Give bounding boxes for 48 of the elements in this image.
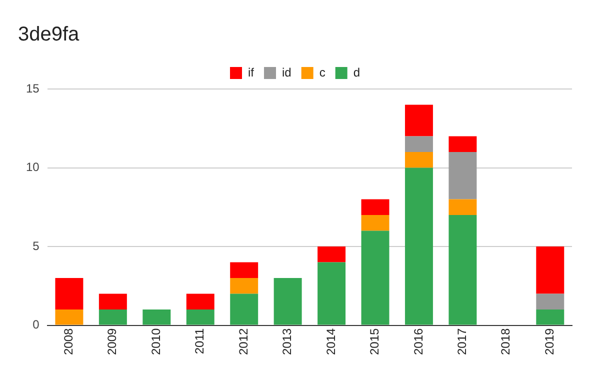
bar [142, 310, 171, 325]
x-tick-label: 2016 [411, 328, 426, 356]
y-tick-label: 10 [26, 160, 40, 174]
x-tick-label: 2008 [62, 328, 76, 356]
x-tick-label: 2019 [542, 328, 556, 356]
x-tick-label: 2017 [455, 328, 470, 356]
bar [404, 152, 433, 168]
legend-label: if [248, 65, 255, 80]
y-tick-label: 0 [32, 318, 40, 332]
bar [361, 215, 390, 231]
bar [318, 246, 346, 262]
x-tick-label: 2015 [368, 328, 382, 356]
legend-label: d [353, 65, 360, 80]
legend-label: id [282, 65, 292, 80]
bar [448, 152, 477, 200]
bar [55, 278, 84, 310]
bar [98, 294, 127, 310]
bar [448, 215, 477, 325]
bar [274, 278, 302, 325]
bar [536, 310, 564, 325]
x-tick-label: 2013 [280, 328, 294, 356]
y-tick-label: 5 [32, 238, 40, 253]
bar [318, 262, 346, 325]
bar [230, 294, 258, 325]
chart-title: 3de9fa [18, 24, 80, 46]
bar [361, 230, 390, 325]
x-tick-label: 2009 [105, 328, 120, 356]
bar [404, 136, 433, 152]
bar [230, 278, 258, 294]
bar [361, 199, 390, 216]
bar [230, 262, 258, 278]
bar [448, 199, 477, 216]
bar [536, 294, 564, 310]
bar [536, 246, 564, 294]
bar [448, 136, 477, 152]
x-tick-label: 2010 [148, 328, 163, 356]
x-tick-label: 2012 [236, 328, 250, 356]
x-tick-label: 2014 [324, 328, 338, 356]
bar [55, 310, 84, 325]
bar [186, 310, 214, 325]
bar [186, 294, 214, 310]
bar [98, 310, 127, 325]
legend-label: c [319, 65, 326, 80]
y-tick-label: 15 [26, 81, 40, 96]
x-tick-label: 2018 [498, 328, 513, 356]
x-tick-label: 2011 [192, 328, 207, 354]
bar [404, 168, 433, 325]
bar [404, 104, 433, 136]
